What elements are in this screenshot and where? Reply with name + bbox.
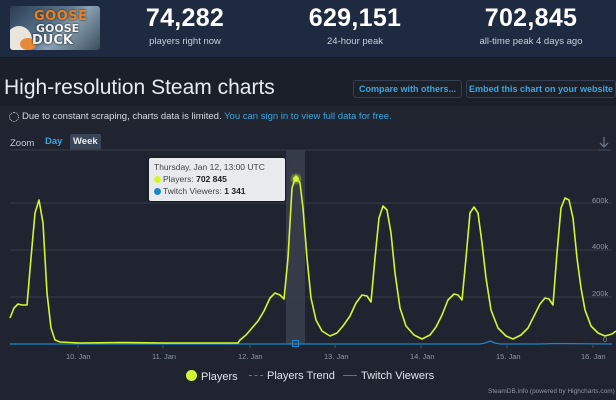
x-tick-label: 15. Jan [496, 352, 521, 361]
compare-button[interactable]: Compare with others... [353, 80, 462, 98]
x-tick-label: 14. Jan [410, 352, 435, 361]
stats-header: GOOSE GOOSE DUCK 74,282 players right no… [0, 0, 616, 58]
stat-label: players right now [149, 36, 221, 47]
players-legend-icon [186, 370, 197, 381]
players-dot-icon [154, 175, 161, 183]
x-tick-label: 10. Jan [66, 352, 91, 361]
sign-in-link[interactable]: You can sign in to view full data for fr… [224, 111, 392, 122]
tooltip-players-value: 702 845 [196, 174, 227, 184]
zoom-day-button[interactable]: Day [45, 136, 63, 147]
legend-players-label: Players [201, 371, 238, 383]
tooltip-players-row: Players: 702 845 [154, 173, 280, 185]
zoom-week-button[interactable]: Week [70, 134, 101, 150]
legend-twitch-viewers[interactable]: Twitch Viewers [343, 370, 434, 382]
stat-label: all-time peak 4 days ago [479, 36, 583, 47]
stat-value: 629,151 [308, 4, 402, 32]
loading-spinner-icon [9, 112, 19, 122]
stat-all-time-peak: 702,845 all-time peak 4 days ago [466, 4, 596, 47]
page-title: High-resolution Steam charts [4, 76, 275, 99]
x-tick-label: 11. Jan [152, 352, 177, 361]
legend-trend-label: Players Trend [267, 370, 335, 382]
tooltip-players-label: Players: [163, 174, 194, 184]
legend-twitch-label: Twitch Viewers [361, 370, 435, 382]
y-tick-label: 200k [592, 289, 609, 298]
trend-legend-icon [249, 375, 263, 376]
legend-players[interactable]: Players [186, 370, 238, 383]
twitch-dot-icon [154, 187, 161, 195]
embed-chart-button[interactable]: Embed this chart on your website [466, 80, 616, 98]
tooltip-date: Thursday, Jan 12, 13:00 UTC [154, 162, 265, 172]
zoom-label: Zoom [10, 138, 35, 149]
logo-text-goose-1: GOOSE [34, 9, 88, 24]
tooltip-twitch-row: Twitch Viewers: 1 341 [154, 185, 280, 197]
stat-label: 24-hour peak [327, 36, 383, 47]
twitch-legend-icon [343, 375, 357, 376]
legend-players-trend[interactable]: Players Trend [249, 370, 335, 382]
stat-24h-peak: 629,151 24-hour peak [300, 4, 410, 47]
notice-text: Due to constant scraping, charts data is… [22, 111, 222, 122]
players-chart: Zoom Day Week 10. Jan 11. Jan 12. Jan 13… [0, 128, 616, 400]
stat-value: 74,282 [145, 4, 225, 32]
x-tick-label: 16. Jan [581, 352, 606, 361]
data-limited-notice: Due to constant scraping, charts data is… [0, 106, 616, 128]
logo-text-goose-2: GOOSE [36, 22, 80, 35]
y-tick-label: 0 [603, 335, 608, 344]
logo-text-duck: DUCK [32, 33, 73, 48]
stat-value: 702,845 [484, 4, 578, 32]
y-tick-label: 400k [592, 242, 609, 251]
tooltip-twitch-label: Twitch Viewers: [163, 186, 222, 196]
chart-plot-area[interactable] [0, 128, 616, 400]
tooltip-twitch-value: 1 341 [224, 186, 246, 196]
goose-beak [20, 38, 36, 50]
x-tick-label: 12. Jan [238, 352, 263, 361]
x-tick-label: 13. Jan [324, 352, 349, 361]
stat-current-players: 74,282 players right now [130, 4, 240, 47]
game-logo[interactable]: GOOSE GOOSE DUCK [10, 6, 100, 50]
chart-credit[interactable]: SteamDB.info (powered by Highcharts.com) [488, 388, 615, 395]
chart-tooltip: Thursday, Jan 12, 13:00 UTC Players: 702… [149, 158, 285, 201]
y-tick-label: 600k [592, 196, 609, 205]
